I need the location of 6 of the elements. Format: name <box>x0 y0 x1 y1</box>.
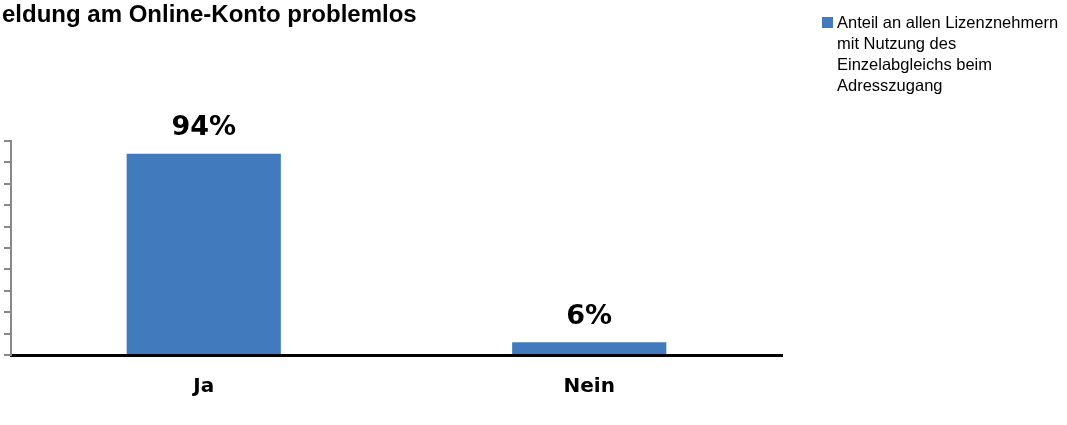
data-label: 94% <box>171 110 237 142</box>
chart-title: eldung am Online-Konto problemlos <box>2 0 417 28</box>
legend-label: Anteil an allen Lizenznehmern mit Nutzung des Einzelabgleichs beim Adresszugang <box>837 12 1060 96</box>
x-tick-label: Ja <box>191 373 215 398</box>
data-label: 6% <box>566 298 613 330</box>
x-tick-label: Nein <box>563 373 615 398</box>
